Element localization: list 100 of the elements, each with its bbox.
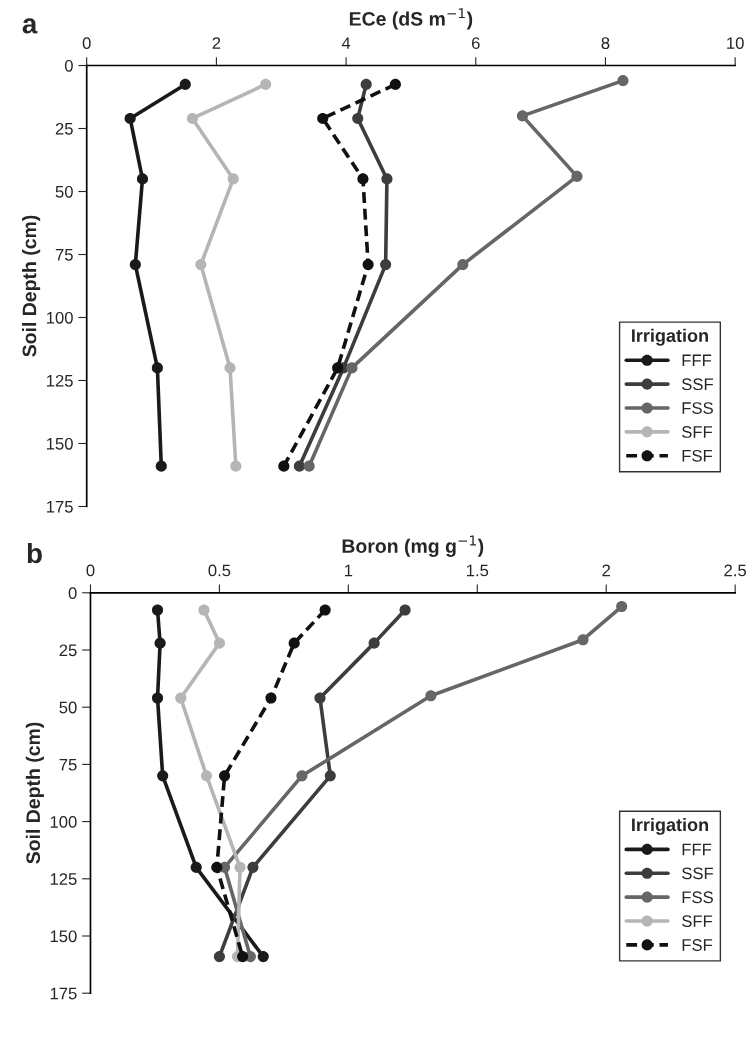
legend-label: FSF — [682, 939, 713, 951]
y-tick-label: 150 — [46, 437, 73, 450]
point — [219, 770, 231, 782]
y-tick-label: 50 — [59, 701, 77, 714]
x-tick-label: 2.5 — [724, 564, 747, 577]
y-axis-title: Soil Depth (cm) — [25, 722, 44, 864]
x-tick-label: 8 — [601, 37, 610, 50]
y-tick-label: 0 — [68, 587, 77, 599]
point — [247, 861, 259, 873]
point — [151, 604, 164, 616]
point — [175, 692, 187, 704]
point — [213, 637, 225, 649]
y-tick-label: 75 — [55, 249, 73, 261]
legend-title: Irrigation — [632, 328, 708, 346]
y-tick-label: 75 — [59, 758, 77, 771]
legend-label: SSF — [682, 867, 714, 880]
point — [368, 637, 380, 649]
y-tick-label: 25 — [55, 122, 73, 135]
point — [260, 78, 272, 90]
x-tick-label: 10 — [727, 37, 744, 50]
point — [227, 173, 239, 185]
point — [324, 770, 336, 782]
x-tick-label: 0 — [82, 37, 91, 50]
y-tick-label: 125 — [50, 873, 77, 885]
point — [296, 770, 308, 782]
point — [230, 460, 242, 472]
legend-label: FSF — [682, 449, 713, 462]
point — [265, 692, 277, 704]
x-tick-label: 1.5 — [466, 564, 489, 577]
point — [234, 861, 246, 873]
point — [213, 951, 225, 963]
point — [151, 362, 163, 374]
point — [211, 861, 223, 873]
x-axis-title: ECe (dS m$^{−1}$) — [349, 8, 473, 30]
x-tick-label: 6 — [471, 37, 480, 50]
text: a — [22, 18, 38, 34]
x-axis-title: Boron (mg g$^{−1}$) — [342, 535, 484, 557]
y-tick-label: 100 — [50, 816, 77, 828]
y-axis-title: Soil Depth (cm) — [22, 215, 41, 357]
point — [357, 173, 369, 185]
point — [154, 637, 166, 649]
point — [571, 170, 583, 182]
legend-label: FFF — [682, 843, 712, 856]
point — [200, 770, 213, 782]
x-tick-label: 2 — [602, 564, 611, 577]
point — [151, 692, 164, 704]
point — [577, 634, 589, 646]
x-tick-label: 0.5 — [208, 564, 231, 577]
point — [278, 460, 290, 472]
text: b — [27, 542, 42, 564]
point — [346, 362, 358, 374]
point — [129, 259, 141, 271]
y-tick-label: 150 — [50, 930, 77, 943]
point — [617, 75, 629, 87]
point — [179, 78, 191, 90]
point — [362, 259, 374, 271]
point — [293, 460, 305, 472]
y-tick-label: 0 — [64, 59, 73, 72]
point — [155, 460, 167, 472]
legend-label: FSS — [682, 891, 713, 904]
point — [616, 600, 628, 613]
point — [360, 78, 372, 90]
point — [425, 690, 437, 702]
point — [457, 259, 469, 271]
y-tick-label: 125 — [46, 374, 73, 387]
x-tick-label: 4 — [341, 37, 351, 49]
y-tick-label: 50 — [55, 185, 73, 198]
point — [190, 861, 202, 873]
point — [136, 173, 149, 185]
y-tick-label: 175 — [46, 501, 73, 513]
point — [319, 604, 331, 616]
legend-label: SSF — [682, 378, 713, 391]
legend-title: Irrigation — [632, 817, 708, 835]
point — [389, 78, 401, 90]
x-tick-label: 0 — [86, 564, 95, 577]
point — [380, 259, 392, 271]
point — [124, 112, 136, 124]
point — [352, 112, 364, 124]
y-tick-label: 175 — [50, 987, 77, 1000]
point — [288, 637, 300, 649]
legend-label: FSS — [682, 402, 713, 414]
legend-label: FFF — [682, 354, 712, 367]
point — [399, 604, 411, 616]
legend-label: SFF — [682, 426, 713, 438]
x-tick-label: 1 — [344, 564, 353, 577]
y-tick-label: 100 — [46, 311, 73, 324]
point — [332, 362, 344, 374]
point — [314, 692, 326, 704]
point — [381, 173, 393, 185]
point — [198, 604, 210, 616]
point — [516, 110, 529, 122]
legend-label: SFF — [682, 915, 713, 928]
y-tick-label: 25 — [59, 644, 77, 657]
point — [224, 362, 236, 374]
point — [237, 951, 249, 963]
point — [303, 460, 315, 472]
point — [317, 112, 329, 124]
point — [195, 259, 207, 271]
point — [257, 951, 269, 963]
point — [186, 112, 198, 124]
